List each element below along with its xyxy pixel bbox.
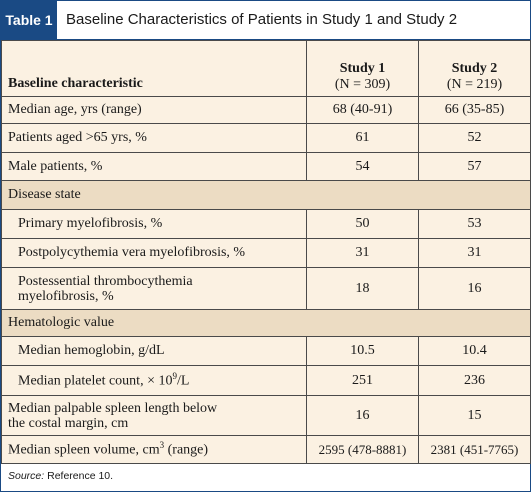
table-row: Median age, yrs (range) 68 (40-91) 66 (3… [1,96,531,124]
table-footnote: Source: Reference 10. [1,464,530,491]
study-2-value: 31 [418,238,531,268]
superscript-exponent: 3 [159,440,165,451]
table-row: Median platelet count, × 109/L 251 236 [1,365,531,396]
row-label: Postpolycythemia vera myelofibrosis, % [1,238,307,268]
table-row: Median palpable spleen length below the … [1,395,531,436]
row-label-text: Median spleen volume, cm [8,442,160,458]
row-label-line-1: Median palpable spleen length below [8,400,218,416]
study-2-value: 16 [418,267,531,310]
study-1-value: 251 [306,365,419,396]
table-row: Male patients, % 54 57 [1,152,531,181]
row-label: Median palpable spleen length below the … [1,395,307,436]
superscript-exponent: 9 [172,371,177,382]
table-row: Patients aged >65 yrs, % 61 52 [1,123,531,153]
study-2-value: 52 [418,123,531,153]
study-1-value: 16 [306,395,419,436]
study-1-value: 10.5 [306,336,419,366]
table-row: Median spleen volume, cm3 (range) 2595 (… [1,435,531,464]
study-1-value: 31 [306,238,419,268]
column-header-characteristic: Baseline characteristic [1,40,307,97]
row-label: Median platelet count, × 109/L [1,365,307,396]
row-label: Postessential thrombocythemia myelofibro… [1,267,307,310]
table-row: Postessential thrombocythemia myelofibro… [1,267,531,310]
row-label: Patients aged >65 yrs, % [1,123,307,153]
study-2-value: 15 [418,395,531,436]
study-2-value: 2381 (451-7765) [418,435,531,464]
study-1-value: 61 [306,123,419,153]
row-label-suffix: (range) [164,442,209,458]
table-row: Primary myelofibrosis, % 50 53 [1,209,531,239]
table-title-bar: Table 1 Baseline Characteristics of Pati… [1,1,530,40]
study-1-value: 50 [306,209,419,239]
table-title: Baseline Characteristics of Patients in … [66,11,458,28]
row-label: Median hemoglobin, g/dL [1,336,307,366]
column-header-study-2: Study 2 (N = 219) [418,40,531,97]
table-number-badge: Table 1 [1,1,57,39]
baseline-characteristics-table: Baseline characteristic Study 1 (N = 309… [1,40,531,464]
study-1-n: (N = 309) [334,77,391,92]
study-2-value: 57 [418,152,531,181]
row-label-text: Median platelet count, × 10 [18,373,173,389]
study-1-value: 68 (40-91) [306,96,419,124]
section-label-hematologic-value: Hematologic value [1,309,531,337]
study-2-value: 10.4 [418,336,531,366]
study-1-value: 54 [306,152,419,181]
study-2-value: 66 (35-85) [418,96,531,124]
study-2-name: Study 2 [451,61,498,76]
section-row: Disease state [1,180,531,210]
row-label-line-1: Postessential thrombocythemia [18,273,193,289]
column-header-study-1: Study 1 (N = 309) [306,40,419,97]
section-label-disease-state: Disease state [1,180,531,210]
study-2-value: 53 [418,209,531,239]
table-header-row: Baseline characteristic Study 1 (N = 309… [1,40,531,97]
source-label: Source: [8,470,45,482]
row-label-line-2: the costal margin, cm [8,415,129,431]
row-label-line-2: myelofibrosis, % [18,288,114,304]
row-label: Median age, yrs (range) [1,96,307,124]
row-label-unit: /L [176,373,190,389]
source-reference: Reference 10. [44,470,114,482]
row-label: Primary myelofibrosis, % [1,209,307,239]
table-row: Postpolycythemia vera myelofibrosis, % 3… [1,238,531,268]
study-1-name: Study 1 [339,61,386,76]
source-note: Source: Reference 10. [8,470,113,482]
table-row: Median hemoglobin, g/dL 10.5 10.4 [1,336,531,366]
row-label: Male patients, % [1,152,307,181]
section-row: Hematologic value [1,309,531,337]
study-1-value: 2595 (478-8881) [306,435,419,464]
study-1-value: 18 [306,267,419,310]
study-2-n: (N = 219) [446,77,503,92]
study-2-value: 236 [418,365,531,396]
row-label: Median spleen volume, cm3 (range) [1,435,307,464]
